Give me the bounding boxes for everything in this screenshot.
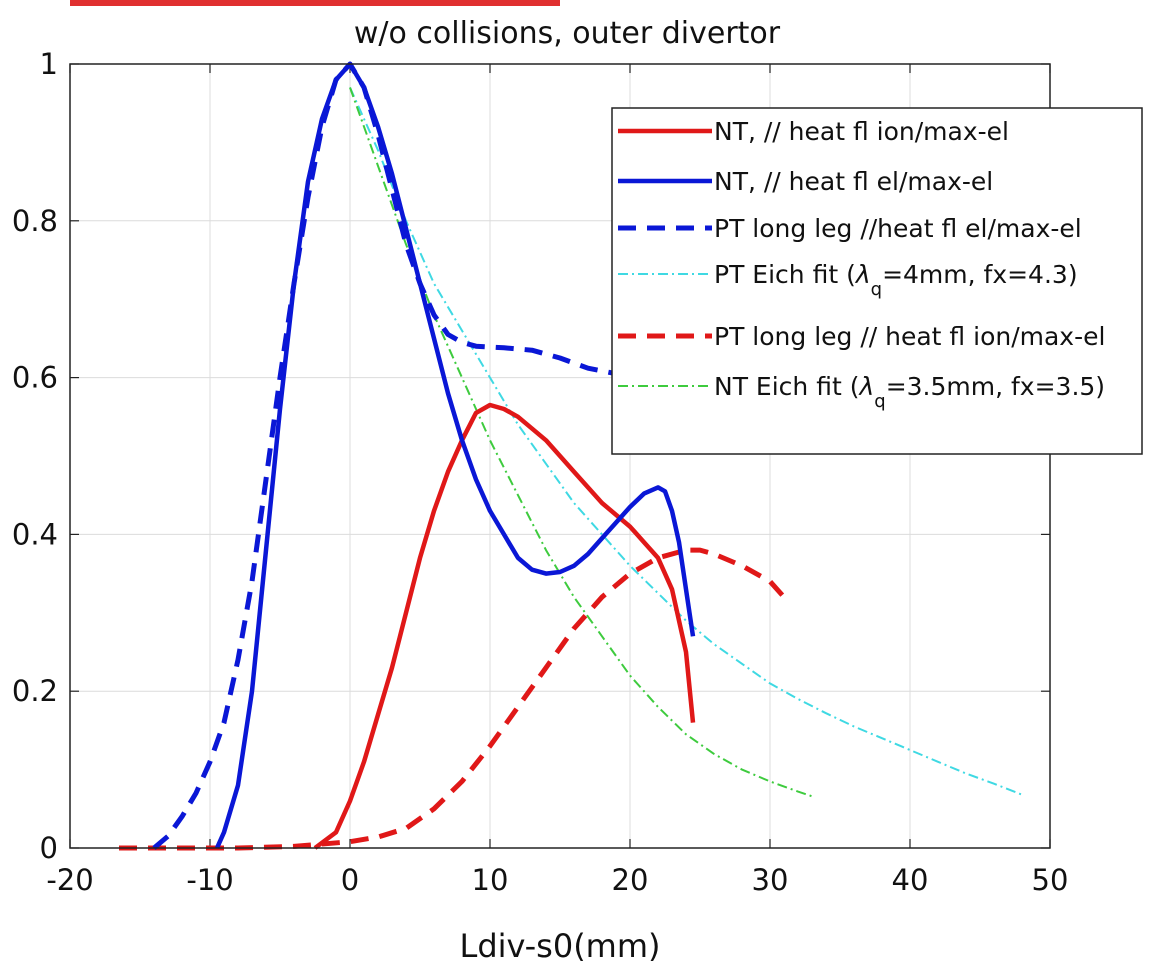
x-tick-label: 0 <box>341 863 359 897</box>
x-tick-label: -20 <box>46 863 93 897</box>
chart-title: w/o collisions, outer divertor <box>354 16 781 51</box>
y-tick-labels: 0 0.2 0.4 0.6 0.8 1 <box>12 47 58 865</box>
legend-label: PT long leg // heat fl ion/max-el <box>714 322 1105 351</box>
x-tick-label: -10 <box>186 863 233 897</box>
legend: NT, // heat fl ion/max-el NT, // heat fl … <box>611 107 1143 455</box>
legend-label: PT Eich fit (λq=4mm, fx=4.3) <box>714 260 1078 300</box>
y-tick-label: 0.4 <box>12 517 58 551</box>
legend-box <box>611 107 1143 455</box>
x-tick-label: 40 <box>892 863 929 897</box>
y-tick-label: 0.8 <box>12 204 58 238</box>
series-line-0 <box>313 402 696 850</box>
series-line-3 <box>349 87 1023 796</box>
legend-label: PT long leg //heat fl el/max-el <box>714 214 1082 243</box>
series-line-5 <box>349 87 813 798</box>
y-tick-label: 0.2 <box>12 674 58 708</box>
x-tick-labels: -20 -10 0 10 20 30 40 50 <box>46 863 1068 897</box>
y-tick-label: 1 <box>40 47 58 81</box>
series-line-4 <box>119 547 786 851</box>
series-line-1 <box>214 61 696 849</box>
legend-label: NT, // heat fl el/max-el <box>714 167 993 196</box>
plot-frame <box>69 63 1051 849</box>
y-tick-label: 0 <box>40 831 58 865</box>
x-tick-label: 20 <box>612 863 649 897</box>
legend-label: NT, // heat fl ion/max-el <box>714 117 1009 146</box>
y-tick-label: 0.6 <box>12 361 58 395</box>
top-red-bar <box>70 0 560 6</box>
legend-label: NT Eich fit (λq=3.5mm, fx=3.5) <box>714 372 1105 412</box>
series-line-2 <box>152 61 659 850</box>
x-tick-label: 50 <box>1032 863 1069 897</box>
x-tick-label: 30 <box>752 863 789 897</box>
x-tick-label: 10 <box>472 863 509 897</box>
x-axis-label: Ldiv-s0(mm) <box>460 927 661 965</box>
series-layer <box>119 61 1023 851</box>
